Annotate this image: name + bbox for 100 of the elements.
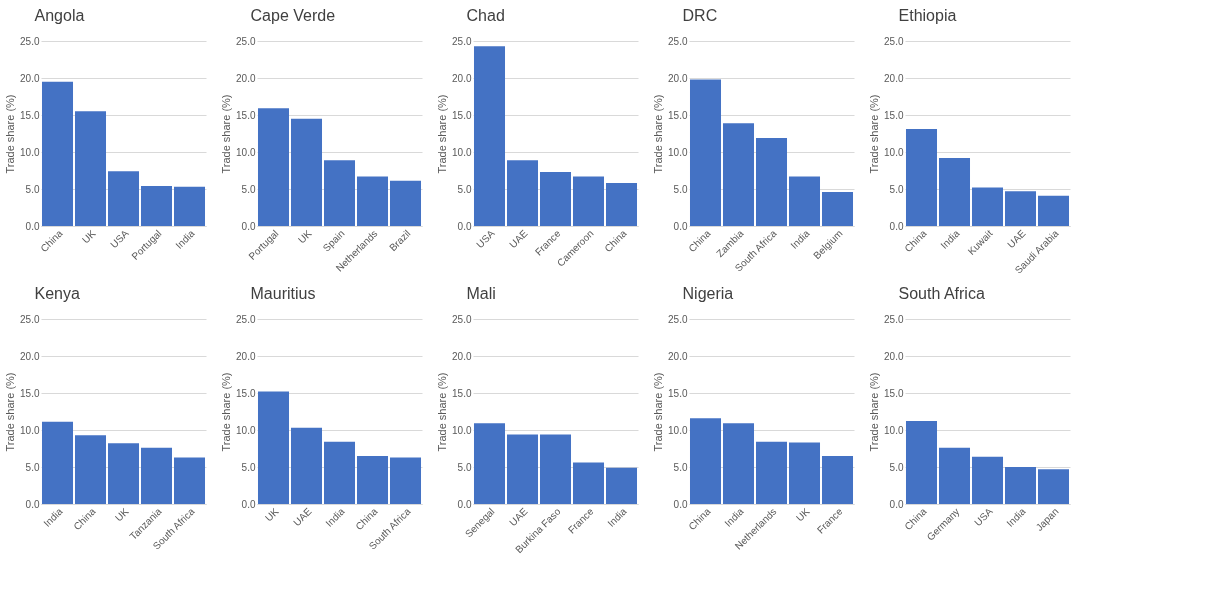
y-tick-label: 20.0 [668,72,688,84]
y-tick-label: 20.0 [884,350,904,362]
y-tick-label: 25.0 [452,313,472,325]
y-tick-label: 10.0 [452,424,472,436]
y-axis-title: Trade share (%) [436,94,449,174]
y-tick-label: 20.0 [452,350,472,362]
y-tick-label: 10.0 [236,146,256,158]
bar [356,455,389,504]
y-tick-label: 15.0 [884,387,904,399]
y-tick-label: 5.0 [889,461,904,473]
y-tick-label: 15.0 [452,109,472,121]
y-tick-label: 0.0 [889,498,904,510]
y-tick-label: 20.0 [236,350,256,362]
bar [938,447,971,504]
y-tick-label: 0.0 [457,220,472,232]
bar [257,391,290,504]
chart-title: Angola [34,7,85,24]
bar [821,455,854,504]
bar [356,176,389,226]
bar [755,137,788,226]
bar [605,467,638,504]
x-tick-label: USA [972,505,995,529]
bar [473,423,506,504]
bar [788,176,821,226]
y-tick-label: 15.0 [236,109,256,121]
bar [473,46,506,226]
y-axis-title: Trade share (%) [652,372,665,452]
y-tick-label: 15.0 [668,109,688,121]
bar [539,434,572,504]
bar [107,443,140,504]
y-tick-label: 25.0 [236,35,256,47]
bar [74,435,107,504]
bar [74,111,107,226]
y-tick-label: 0.0 [889,220,904,232]
bar [788,442,821,504]
y-tick-label: 10.0 [20,424,40,436]
y-tick-label: 15.0 [20,387,40,399]
chart-title: Nigeria [682,285,734,302]
y-tick-label: 0.0 [673,498,688,510]
bar [389,457,422,504]
bar [290,427,323,504]
y-axis-title: Trade share (%) [220,94,233,174]
bar [755,441,788,504]
chart-title: South Africa [898,285,985,302]
y-axis-title: Trade share (%) [436,372,449,452]
y-axis-title: Trade share (%) [652,94,665,174]
bar [173,186,206,226]
y-tick-label: 0.0 [673,220,688,232]
x-tick-label: USA [474,227,497,251]
bar [389,180,422,226]
y-tick-label: 20.0 [20,350,40,362]
y-tick-label: 25.0 [236,313,256,325]
bar [572,176,605,226]
y-tick-label: 25.0 [20,35,40,47]
bar [257,108,290,226]
y-tick-label: 10.0 [668,424,688,436]
bar [41,421,74,504]
y-axis-title: Trade share (%) [868,372,881,452]
y-tick-label: 5.0 [889,183,904,195]
y-tick-label: 10.0 [884,424,904,436]
bar [506,434,539,504]
y-axis-title: Trade share (%) [220,372,233,452]
bar [323,441,356,504]
bar [722,123,755,226]
y-tick-label: 15.0 [668,387,688,399]
y-tick-label: 0.0 [241,220,256,232]
bar [971,456,1004,504]
y-axis-title: Trade share (%) [4,94,17,174]
y-tick-label: 20.0 [236,72,256,84]
bar [290,118,323,226]
bar [1004,191,1037,226]
chart-title: Chad [466,7,505,24]
y-tick-label: 20.0 [668,350,688,362]
x-tick-label: UK [79,227,98,246]
y-axis-title: Trade share (%) [4,372,17,452]
y-tick-label: 15.0 [20,109,40,121]
x-tick-label: UK [793,505,812,524]
y-tick-label: 25.0 [884,313,904,325]
bar [1037,195,1070,226]
bar [539,171,572,226]
y-tick-label: 25.0 [20,313,40,325]
y-tick-label: 20.0 [884,72,904,84]
y-tick-label: 0.0 [457,498,472,510]
y-tick-label: 15.0 [236,387,256,399]
chart-title: Kenya [34,285,81,302]
y-tick-label: 5.0 [241,461,256,473]
bar [41,81,74,226]
y-tick-label: 25.0 [668,313,688,325]
bar [140,447,173,504]
y-axis-title: Trade share (%) [868,94,881,174]
y-tick-label: 10.0 [452,146,472,158]
y-tick-label: 25.0 [452,35,472,47]
bar [905,129,938,226]
y-tick-label: 10.0 [668,146,688,158]
y-tick-label: 20.0 [20,72,40,84]
y-tick-label: 15.0 [452,387,472,399]
y-tick-label: 5.0 [457,461,472,473]
bar [689,418,722,504]
chart-title: Mali [466,285,496,302]
bar [722,423,755,504]
